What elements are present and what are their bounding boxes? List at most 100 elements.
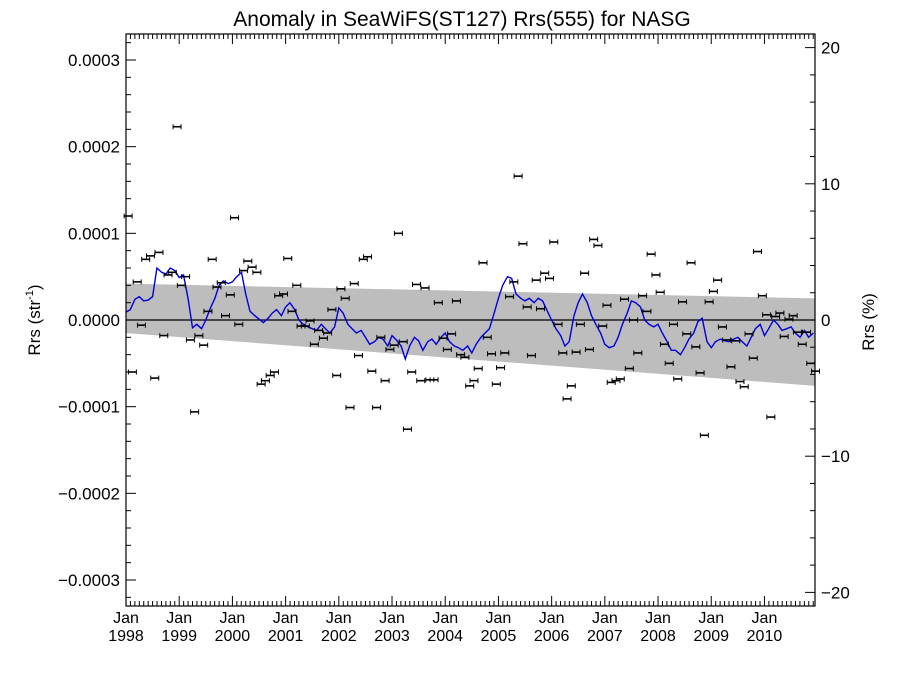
data-point [580, 270, 590, 276]
data-point [602, 302, 612, 308]
x-tick-year: 2009 [693, 628, 729, 645]
y-tick-label: −0.0002 [58, 484, 120, 503]
data-point [447, 331, 457, 337]
band-area [126, 283, 815, 386]
data-point [638, 293, 648, 299]
data-point [659, 341, 669, 347]
data-point [389, 342, 399, 348]
data-point [194, 333, 204, 339]
data-point [411, 281, 421, 287]
x-tick-year: 2006 [534, 628, 570, 645]
data-point [615, 376, 625, 382]
data-point [566, 383, 576, 389]
data-point [385, 346, 395, 352]
data-point [522, 304, 532, 310]
data-point [207, 256, 217, 262]
data-point [651, 272, 661, 278]
data-point [491, 381, 501, 387]
data-point [278, 291, 288, 297]
data-point [239, 268, 249, 274]
right-y-axis-label: Rrs (%) [859, 293, 878, 351]
data-point [332, 372, 342, 378]
x-tick-month: Jan [166, 610, 192, 627]
data-point [766, 414, 776, 420]
y-right-tick-label: −20 [821, 583, 850, 602]
y-tick-label: 0.0001 [68, 224, 120, 243]
data-point [540, 270, 550, 276]
data-point [545, 275, 555, 281]
data-point [731, 338, 741, 344]
data-point [354, 353, 364, 359]
data-point [562, 396, 572, 402]
data-point [349, 281, 359, 287]
y-tick-label: −0.0003 [58, 571, 120, 590]
data-point [243, 258, 253, 264]
data-point [438, 335, 448, 341]
x-tick-year: 2010 [747, 628, 783, 645]
data-point [668, 321, 678, 327]
data-point [593, 242, 603, 248]
data-point [699, 432, 709, 438]
data-point [646, 251, 656, 257]
data-point [216, 280, 226, 286]
data-point [212, 284, 222, 290]
data-point [735, 379, 745, 385]
data-point [784, 316, 794, 322]
y-tick-label: 0.0003 [68, 51, 120, 70]
data-point [314, 327, 324, 333]
data-point [673, 376, 683, 382]
x-tick-month: Jan [379, 610, 405, 627]
data-point [513, 173, 523, 179]
data-point [655, 289, 665, 295]
y-right-tick-label: 0 [821, 311, 830, 330]
data-point [150, 375, 160, 381]
x-tick-year: 2005 [481, 628, 517, 645]
y-right-tick-label: −10 [821, 447, 850, 466]
data-point [478, 260, 488, 266]
data-point [633, 350, 643, 356]
data-point [247, 264, 257, 270]
smoothed-anomaly-line [125, 266, 814, 362]
x-tick-month: Jan [752, 610, 778, 627]
data-point [345, 405, 355, 411]
data-point [309, 341, 319, 347]
data-point [526, 353, 536, 359]
x-tick-year: 1999 [161, 628, 197, 645]
data-point [163, 272, 173, 278]
y-right-tick-label: 10 [821, 175, 840, 194]
data-point [380, 378, 390, 384]
data-point [717, 324, 727, 330]
data-point [199, 342, 209, 348]
data-point [518, 241, 528, 247]
data-point [456, 352, 466, 358]
x-tick-year: 2004 [427, 628, 463, 645]
data-point [136, 322, 146, 328]
data-point [323, 330, 333, 336]
data-point [704, 299, 714, 305]
data-point [451, 298, 461, 304]
data-point [771, 314, 781, 320]
data-point [376, 334, 386, 340]
data-point [265, 372, 275, 378]
x-tick-month: Jan [592, 610, 618, 627]
y-right-tick-label: 20 [821, 39, 840, 58]
data-point [496, 365, 506, 371]
data-point [509, 279, 519, 285]
data-point [327, 307, 337, 313]
x-axis: Jan1998Jan1999Jan2000Jan2001Jan2002Jan20… [108, 34, 814, 645]
data-point [420, 285, 430, 291]
x-tick-month: Jan [326, 610, 352, 627]
data-point [487, 351, 497, 357]
x-tick-month: Jan [486, 610, 512, 627]
data-point [473, 366, 483, 372]
data-point [664, 360, 674, 366]
data-point [549, 239, 559, 245]
series-line [125, 266, 814, 362]
data-point [744, 331, 754, 337]
data-point [287, 308, 297, 314]
data-point [234, 321, 244, 327]
x-tick-year: 2008 [640, 628, 676, 645]
data-point [220, 313, 230, 319]
data-point [460, 354, 470, 360]
data-point [407, 369, 417, 375]
